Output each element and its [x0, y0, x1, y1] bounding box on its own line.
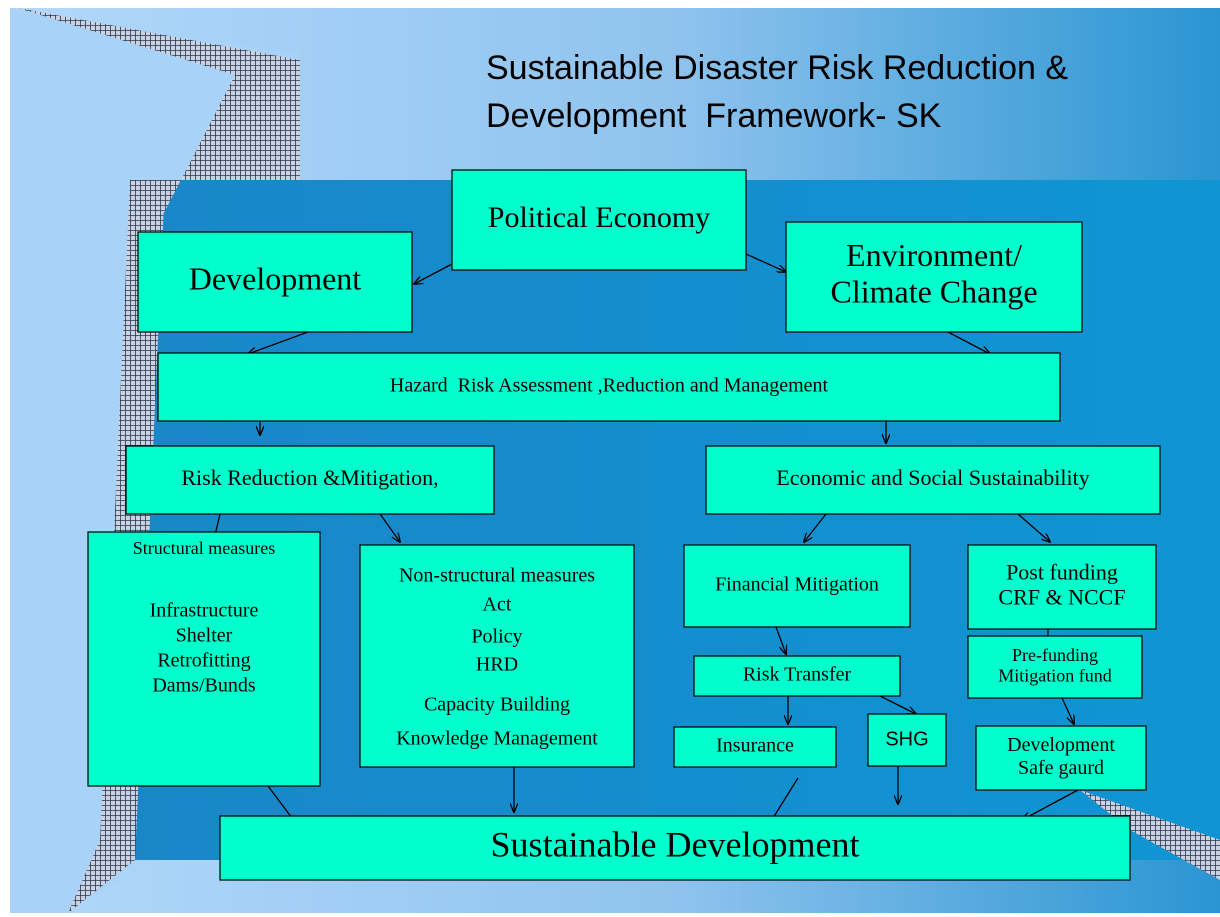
arrow — [1017, 513, 1050, 542]
node-label: Shelter — [176, 625, 233, 647]
node-label: Infrastructure — [150, 600, 259, 622]
hatch-shape — [1080, 790, 1220, 880]
arrow — [248, 331, 309, 354]
hatch-shape — [18, 8, 300, 240]
node-label: Development — [189, 260, 362, 296]
node-label: Policy — [471, 626, 522, 648]
arrow — [947, 331, 990, 354]
node-label: Sustainable Development — [491, 824, 860, 864]
node-label: Post funding — [1006, 559, 1118, 584]
node-label: Structural measures — [133, 538, 275, 558]
title-line: Sustainable Disaster Risk Reduction & — [486, 49, 1068, 87]
node-box — [125, 445, 495, 515]
node: Risk Reduction &Mitigation, — [125, 445, 495, 515]
node: Risk Transfer — [693, 655, 901, 697]
arrow — [879, 695, 916, 714]
node-box — [967, 544, 1157, 630]
node-box — [693, 655, 901, 697]
node-box — [451, 169, 747, 271]
node: Insurance — [673, 726, 837, 768]
node-label: Economic and Social Sustainability — [776, 465, 1089, 490]
node-box — [87, 531, 321, 787]
node-label: Environment/ — [846, 237, 1022, 273]
node-label: Development — [1007, 734, 1115, 756]
arrow — [1022, 789, 1079, 820]
node-label: Climate Change — [830, 274, 1037, 310]
arrow — [1061, 697, 1074, 724]
node-label: Insurance — [716, 735, 794, 757]
node-label: Risk Transfer — [743, 664, 852, 686]
node-label: Pre-funding — [1012, 645, 1098, 665]
node: Structural measures Infrastructure Shelter… — [87, 531, 321, 787]
node-box — [785, 221, 1083, 333]
node-box — [867, 713, 947, 767]
arrow — [775, 626, 786, 654]
node: Financial Mitigation — [683, 544, 911, 628]
node-box — [157, 352, 1061, 422]
node-box — [683, 544, 911, 628]
node: Sustainable Development — [219, 815, 1131, 881]
arrow — [379, 513, 400, 542]
arrow — [745, 253, 786, 272]
node: Non-structural measures Act Policy HRD Capac… — [359, 544, 635, 768]
node: SHG — [867, 713, 947, 767]
node: Hazard Risk Assessment ,Reduction and Ma… — [157, 352, 1061, 422]
node-label: Financial Mitigation — [715, 574, 879, 596]
node-box — [975, 725, 1147, 791]
nodes: Political Economy Development Environment/… — [87, 169, 1161, 881]
arrow — [804, 513, 827, 542]
node-label: Act — [483, 594, 512, 616]
node-label: HRD — [476, 654, 518, 676]
node-label: Risk Reduction &Mitigation, — [181, 465, 438, 490]
node-label: Retrofitting — [157, 650, 250, 672]
arrow — [414, 263, 453, 284]
node-label: SHG — [885, 728, 928, 750]
node: Development — [137, 231, 413, 333]
node-box — [219, 815, 1131, 881]
node-label: Political Economy — [488, 201, 710, 234]
node-box — [967, 635, 1143, 699]
node: Economic and Social Sustainability — [705, 445, 1161, 515]
node-label: Dams/Bunds — [152, 675, 256, 697]
node-label: Safe gaurd — [1018, 757, 1104, 779]
node-label: Non-structural measures — [399, 565, 595, 587]
left-band — [10, 8, 300, 913]
node-label: Hazard Risk Assessment ,Reduction and Ma… — [390, 375, 829, 397]
node-label: CRF & NCCF — [998, 585, 1125, 610]
node-label: Capacity Building — [424, 694, 570, 716]
title-line: Development Framework- SK — [486, 97, 942, 135]
node-box — [705, 445, 1161, 515]
node: Environment/Climate Change — [785, 221, 1083, 333]
node: Political Economy — [451, 169, 747, 271]
title: Sustainable Disaster Risk Reduction & De… — [486, 49, 1068, 135]
node-box — [137, 231, 413, 333]
node-label: Mitigation fund — [998, 665, 1112, 685]
node-label: Knowledge Management — [396, 728, 598, 750]
node-box — [673, 726, 837, 768]
node-box — [359, 544, 635, 768]
